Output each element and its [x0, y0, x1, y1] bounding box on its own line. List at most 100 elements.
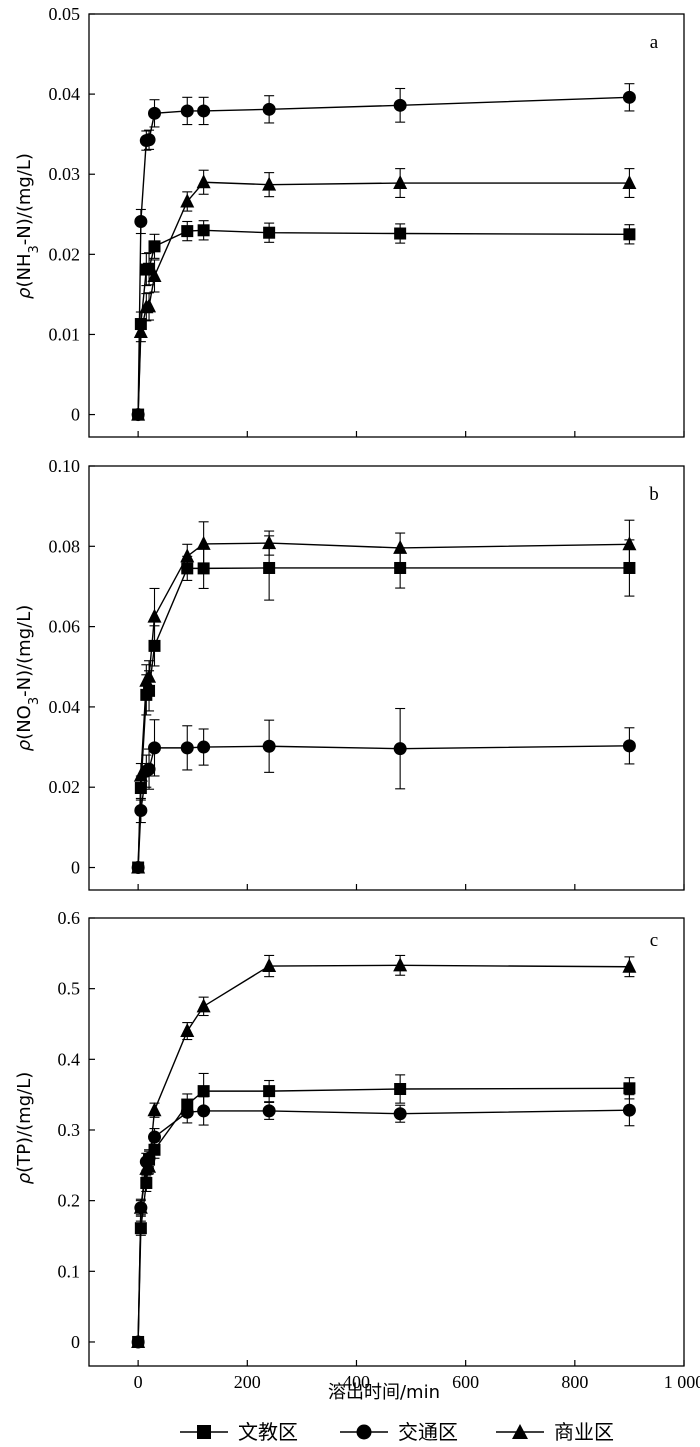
panel-a-plot-area: 0 0.01 0.02 0.03 0.04 0.05	[49, 4, 685, 438]
panel-a-point-triangle	[196, 174, 211, 189]
panel-c-point-square	[623, 1082, 636, 1095]
panel-b-ytick-label: 0.08	[49, 536, 81, 556]
legend-item-jiaotong: 交通区	[340, 1420, 458, 1444]
legend-item-shangye: 商业区	[496, 1420, 614, 1444]
panel-a-point-triangle	[622, 175, 637, 190]
panel-a-series-line-triangle	[137, 181, 630, 415]
panel-a-ylabel-tail: -N)/(mg/L)	[14, 153, 35, 245]
rho-symbol-b: ρ	[14, 739, 35, 751]
x-tick-label: 200	[234, 1372, 261, 1392]
panel-a-ytick-label: 0.02	[49, 244, 81, 264]
panel-c-point-triangle	[131, 1333, 146, 1348]
panel-c-plot-area: 0 0.1 0.2 0.3 0.4 0.5 0.6 0 200 400 600 800 1 000	[58, 908, 700, 1392]
panel-c-series-line-circle	[137, 1109, 630, 1342]
x-tick-label: 800	[561, 1372, 588, 1392]
legend-label-shangye: 商业区	[554, 1420, 614, 1444]
x-tick-label: 0	[134, 1372, 143, 1392]
panel-c-point-triangle	[622, 958, 637, 973]
panel-c-point-circle	[197, 1104, 211, 1118]
panel-a-point-circle	[134, 214, 148, 228]
panel-a-point-square	[623, 228, 636, 241]
panel-b-point-triangle	[180, 548, 195, 563]
panel-a-letter: a	[650, 32, 659, 53]
panel-c-point-square	[140, 1176, 153, 1189]
panel-b-ytick-label: 0.04	[49, 697, 81, 717]
panel-b-plot-area: 0 0.02 0.04 0.06 0.08 0.10	[49, 456, 685, 891]
legend-label-wenjiao: 文教区	[238, 1420, 298, 1444]
panel-b-point-triangle	[196, 535, 211, 550]
panel-c-series-line-triangle	[137, 964, 630, 1342]
panel-b-ytick-label: 0.06	[49, 617, 81, 637]
rho-symbol-c: ρ	[14, 1172, 35, 1184]
panel-c-frame	[88, 917, 685, 1367]
x-tick-label: 400	[343, 1372, 370, 1392]
panel-b-point-circle	[148, 741, 162, 755]
panel-a-point-circle	[148, 106, 162, 120]
legend-circle-marker	[356, 1424, 372, 1440]
panel-a-ytick-label: 0.04	[49, 84, 81, 104]
panel-b-point-triangle	[142, 668, 157, 683]
panel-c-ytick-label: 0.4	[58, 1049, 81, 1069]
panel-b-point-circle	[180, 741, 194, 755]
panel-a-point-circle	[393, 98, 407, 112]
legend-triangle-marker	[512, 1424, 528, 1439]
x-tick-label: 1 000	[664, 1372, 700, 1392]
panel-c-point-square	[263, 1085, 276, 1098]
panel-c-point-square	[394, 1083, 407, 1096]
panel-b-point-triangle	[147, 608, 162, 623]
panel-b-point-square	[263, 561, 276, 574]
panel-a-y-axis-label: ρ(NH3-N)/(mg/L)	[14, 153, 42, 299]
panel-c-ylabel-main: (TP)/(mg/L)	[14, 1072, 35, 1173]
panel-a-series-line-circle	[137, 96, 630, 415]
panel-c-y-axis-label: ρ(TP)/(mg/L)	[14, 1072, 35, 1185]
panel-c: 00.10.20.30.40.50.60 200 400 600 800 1 000 c …	[14, 908, 700, 1392]
panel-a-point-triangle	[393, 175, 408, 190]
panel-b-point-circle	[197, 740, 211, 754]
panel-a-point-circle	[622, 90, 636, 104]
panel-a-ytick-label: 0.01	[49, 324, 81, 344]
panel-a-point-square	[148, 240, 161, 253]
panel-b-ytick-label: 0.10	[49, 456, 81, 476]
panel-b-frame	[88, 465, 685, 891]
panel-c-point-triangle	[180, 1023, 195, 1038]
panel-b-point-circle	[262, 739, 276, 753]
panel-b-ytick-label: 0.02	[49, 777, 81, 797]
panel-a-ylabel-main: (NH	[14, 253, 35, 287]
x-axis-label: 溶出时间/min	[328, 1382, 440, 1403]
panel-a-series-line-square	[137, 229, 630, 415]
panel-c-point-triangle	[196, 998, 211, 1013]
panel-b-point-triangle	[622, 536, 637, 551]
legend-item-wenjiao: 文教区	[180, 1420, 298, 1444]
panel-a-point-triangle	[131, 406, 146, 421]
panel-b-series-line-square	[137, 567, 630, 868]
panel-a-ytick-label: 0.03	[49, 164, 81, 184]
panel-c-ytick-label: 0.2	[58, 1191, 81, 1211]
panel-a-point-square	[394, 227, 407, 240]
panel-a-ylabel-sub: 3	[27, 245, 42, 253]
legend-square-marker	[197, 1425, 211, 1439]
panel-a-point-circle	[180, 104, 194, 118]
panel-b-point-triangle	[262, 535, 277, 550]
panel-a-point-triangle	[262, 176, 277, 191]
panel-c-point-square	[197, 1085, 210, 1098]
panel-c-point-triangle	[142, 1158, 157, 1173]
panel-b-point-triangle	[393, 539, 408, 554]
rho-symbol-a: ρ	[14, 287, 35, 299]
panel-b-series-line-triangle	[137, 542, 630, 868]
panel-c-ytick-label: 0.3	[58, 1120, 81, 1140]
panel-b-point-circle	[622, 739, 636, 753]
panel-a-point-triangle	[180, 193, 195, 208]
panel-a-ytick-label: 0	[71, 405, 80, 425]
panel-b-point-circle	[142, 762, 156, 776]
panel-c-point-triangle	[133, 1199, 148, 1214]
panel-b-point-circle	[134, 804, 148, 817]
panel-c-point-circle	[622, 1103, 636, 1117]
panel-c-ytick-label: 0.1	[58, 1261, 81, 1281]
panel-b-point-square	[197, 562, 210, 575]
panel-b-letter: b	[649, 484, 659, 505]
panel-b-point-square	[394, 561, 407, 574]
x-tick-label: 600	[452, 1372, 479, 1392]
panel-b-point-circle	[393, 742, 407, 756]
legend: 文教区 交通区 商业区	[180, 1420, 614, 1444]
